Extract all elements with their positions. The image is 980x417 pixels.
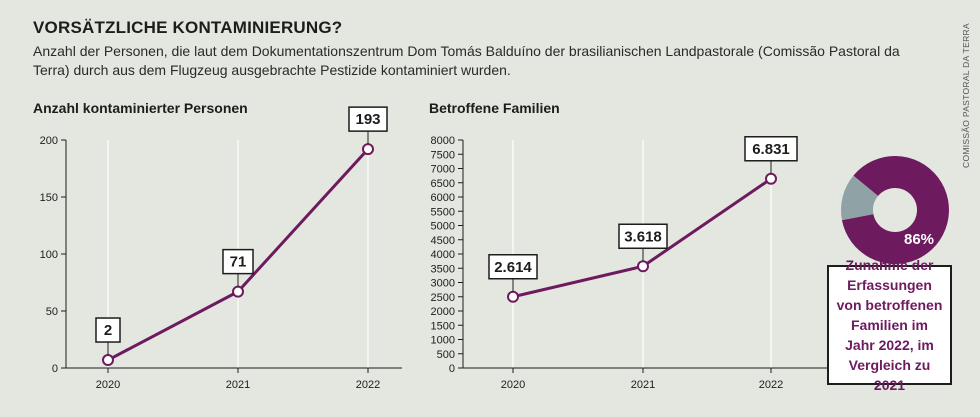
chart-title-persons: Anzahl kontaminierter Personen <box>33 100 248 116</box>
y-tick-label: 150 <box>40 192 58 204</box>
y-tick-label: 0 <box>52 363 58 375</box>
donut-slice-rest <box>841 175 879 221</box>
y-tick-label: 4500 <box>431 235 455 247</box>
x-tick-label: 2020 <box>501 379 525 391</box>
data-label: 3.618 <box>624 228 662 245</box>
page-title: VORSÄTZLICHE KONTAMINIERUNG? <box>33 18 343 37</box>
data-point <box>102 354 114 367</box>
data-point <box>507 290 519 303</box>
data-label: 71 <box>230 254 247 271</box>
data-point <box>765 172 777 185</box>
data-label-box <box>744 136 798 162</box>
x-tick-label: 2021 <box>631 379 655 391</box>
donut-slice-main <box>841 155 949 264</box>
x-tick-label: 2022 <box>759 379 783 391</box>
y-tick-label: 7500 <box>431 149 455 161</box>
donut-note: Zunahme der Erfassungen von betroffenen … <box>827 257 952 393</box>
data-label-box <box>348 106 388 132</box>
x-tick-label: 2021 <box>226 379 250 391</box>
y-tick-label: 7000 <box>431 164 455 176</box>
y-tick-label: 2000 <box>431 306 455 318</box>
y-tick-label: 3500 <box>431 263 455 275</box>
data-label: 2.614 <box>494 259 532 276</box>
y-tick-label: 8000 <box>431 135 455 147</box>
data-label-box <box>222 248 254 275</box>
y-tick-label: 2500 <box>431 292 455 304</box>
y-tick-label: 1000 <box>431 335 455 347</box>
data-label: 6.831 <box>752 141 790 158</box>
chart-title-families: Betroffene Familien <box>429 100 560 116</box>
y-tick-label: 5000 <box>431 221 455 233</box>
y-tick-label: 500 <box>437 349 455 361</box>
y-tick-label: 50 <box>46 306 58 318</box>
y-tick-label: 6500 <box>431 178 455 190</box>
data-label-box <box>618 223 668 250</box>
y-tick-label: 0 <box>449 363 455 375</box>
y-tick-label: 1500 <box>431 320 455 332</box>
y-tick-label: 4000 <box>431 249 455 261</box>
data-point <box>232 285 244 298</box>
data-label-box <box>488 254 538 280</box>
x-tick-label: 2022 <box>356 379 380 391</box>
y-tick-label: 6000 <box>431 192 455 204</box>
donut-label: 86% <box>904 231 934 248</box>
x-tick-label: 2020 <box>96 379 120 391</box>
data-label: 193 <box>355 111 380 128</box>
y-tick-label: 3000 <box>431 278 455 290</box>
data-label: 2 <box>104 322 112 339</box>
y-tick-label: 100 <box>40 249 58 261</box>
y-tick-label: 5500 <box>431 206 455 218</box>
data-point <box>637 260 649 273</box>
page-subtitle: Anzahl der Personen, die laut dem Dokume… <box>33 43 900 78</box>
data-point <box>362 143 374 156</box>
y-tick-label: 200 <box>40 135 58 147</box>
data-label-box <box>95 317 121 343</box>
